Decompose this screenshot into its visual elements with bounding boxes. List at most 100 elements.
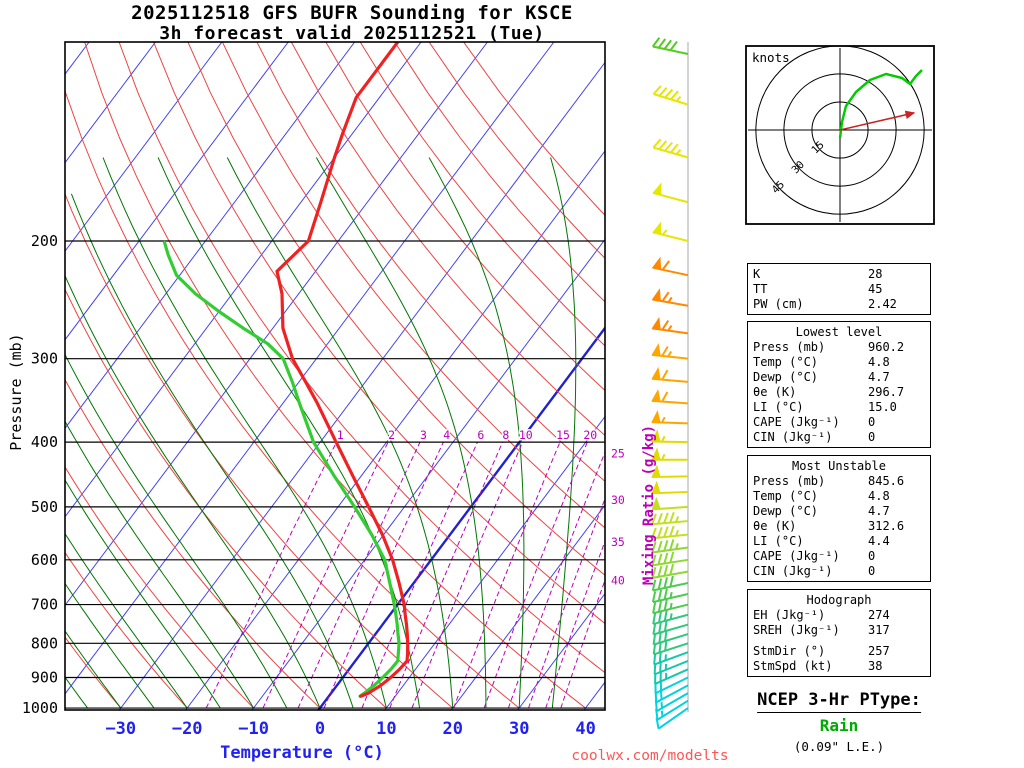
svg-text:20: 20	[443, 719, 463, 739]
stat-label: K	[753, 267, 761, 281]
stat-row: θe (K) 312.6	[753, 519, 925, 534]
stat-value: 15.0	[868, 400, 897, 414]
stat-label: Temp (°C)	[753, 355, 819, 369]
wind-barb	[652, 599, 689, 615]
svg-text:20: 20	[583, 428, 597, 442]
stat-row: CAPE (Jkg⁻¹) 0	[753, 415, 925, 430]
stat-value: 257	[868, 644, 890, 658]
stat-value: 960.2	[868, 340, 905, 354]
svg-text:300: 300	[31, 350, 58, 368]
page-title-line2: 3h forecast valid 2025112521 (Tue)	[159, 23, 545, 44]
svg-text:40: 40	[611, 573, 625, 587]
indices-box: K 28 TT 45 PW (cm) 2.42	[747, 263, 931, 315]
stat-value: 296.7	[868, 385, 905, 399]
svg-text:35: 35	[611, 535, 625, 549]
mixing-ratio-axis-label: Mixing Ratio (g/kg)	[641, 424, 657, 586]
lowest-level-box: Lowest level Press (mb) 960.2 Temp (°C) 4.…	[747, 321, 931, 448]
section-header: Hodograph	[806, 593, 872, 607]
stat-value: 4.7	[868, 504, 890, 518]
stat-row: Temp (°C) 4.8	[753, 489, 925, 504]
wind-barb	[651, 480, 689, 495]
section-header: Lowest level	[795, 325, 883, 339]
wind-barb	[651, 37, 689, 55]
stat-row: EH (Jkg⁻¹) 274	[753, 608, 925, 623]
svg-text:−20: −20	[172, 719, 203, 739]
mixing-ratio-lines	[205, 441, 605, 709]
stat-label: CIN (Jkg⁻¹)	[753, 430, 833, 444]
svg-text:400: 400	[31, 433, 58, 451]
svg-text:4: 4	[443, 428, 450, 442]
wind-barb	[651, 429, 689, 444]
wind-barb	[651, 511, 689, 526]
pressure-tick-labels: 200 300 400 500 600 700 800 900 1000	[22, 232, 58, 717]
wind-barb	[651, 539, 689, 554]
stat-value: 4.8	[868, 489, 890, 503]
wind-barb	[652, 138, 689, 159]
stat-row: Press (mb) 845.6	[753, 474, 925, 489]
svg-text:8: 8	[502, 428, 509, 442]
ptype-liquid-equivalent: (0.09" L.E.)	[793, 739, 885, 754]
stat-label: Dewp (°C)	[753, 370, 819, 384]
svg-text:3: 3	[420, 428, 427, 442]
wind-barb	[651, 366, 689, 383]
stat-value: 312.6	[868, 519, 905, 533]
svg-text:−10: −10	[238, 719, 269, 739]
svg-text:30: 30	[509, 719, 529, 739]
wind-barb	[651, 575, 689, 592]
stat-value: 2.42	[868, 297, 897, 311]
stat-row: SREH (Jkg⁻¹) 317	[753, 623, 925, 638]
stat-row: Temp (°C) 4.8	[753, 355, 925, 370]
hodograph-rings	[755, 45, 925, 215]
wind-barb	[651, 288, 689, 307]
svg-text:800: 800	[31, 634, 58, 652]
wind-barb	[651, 256, 689, 277]
ptype-value: Rain	[819, 716, 859, 735]
watermark: coolwx.com/modelts	[571, 748, 729, 764]
stat-row: K 28	[753, 267, 925, 282]
stat-row: LI (°C) 4.4	[753, 534, 925, 549]
stat-value: 38	[868, 659, 883, 673]
pressure-axis-label: Pressure (mb)	[7, 333, 25, 451]
stat-row: CAPE (Jkg⁻¹) 0	[753, 549, 925, 564]
stat-row: Dewp (°C) 4.7	[753, 370, 925, 385]
wind-barb	[651, 496, 689, 511]
svg-text:700: 700	[31, 596, 58, 614]
stat-row: LI (°C) 15.0	[753, 400, 925, 415]
wind-barb	[651, 588, 689, 604]
wind-barb	[651, 410, 689, 425]
temperature-curve	[275, 42, 410, 698]
stat-label: LI (°C)	[753, 534, 804, 548]
wind-barb	[651, 343, 689, 360]
stat-row: TT 45	[753, 282, 925, 297]
hodograph-units-label: knots	[752, 50, 790, 65]
svg-text:40: 40	[575, 719, 595, 739]
wind-barb	[652, 85, 689, 106]
hodograph-trace	[838, 69, 923, 139]
stat-row: Press (mb) 960.2	[753, 340, 925, 355]
svg-text:15: 15	[556, 428, 570, 442]
mixing-ratio-labels: 1 2 3 4 6 8 10 15 20 25 30 35 40	[335, 426, 625, 587]
stat-row: PW (cm) 2.42	[753, 297, 925, 312]
stat-row: Dewp (°C) 4.7	[753, 504, 925, 519]
stat-value: 4.4	[868, 534, 890, 548]
svg-text:900: 900	[31, 668, 58, 686]
temperature-axis-label: Temperature (°C)	[220, 743, 384, 763]
pressure-gridlines	[65, 240, 605, 709]
stat-label: TT	[753, 282, 768, 296]
stat-value: 0	[868, 415, 876, 429]
wind-barb	[651, 525, 689, 540]
stat-row: θe (K) 296.7	[753, 385, 925, 400]
stat-row: StmSpd (kt) 38	[753, 659, 925, 674]
plot-frame	[64, 41, 606, 711]
stat-label: CAPE (Jkg⁻¹)	[753, 415, 840, 429]
svg-text:10: 10	[376, 719, 396, 739]
wind-barb	[651, 464, 689, 478]
stat-value: 45	[868, 282, 883, 296]
wind-barb	[651, 447, 688, 461]
stat-value: 845.6	[868, 474, 905, 488]
stat-label: Temp (°C)	[753, 489, 819, 503]
stat-row: StmDir (°) 257	[753, 644, 925, 659]
